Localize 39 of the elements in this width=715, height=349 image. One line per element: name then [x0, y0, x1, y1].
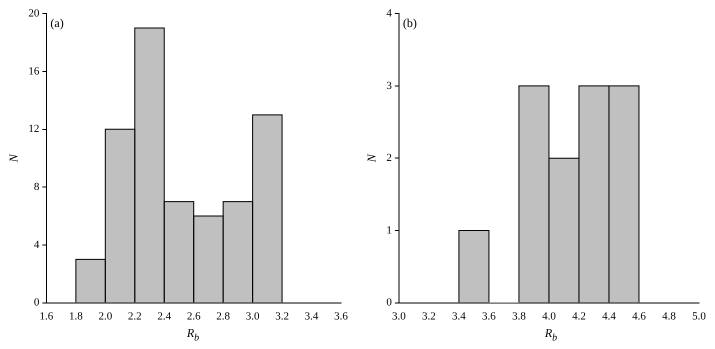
- y-tick-label: 12: [28, 123, 40, 136]
- x-tick-label: 2.4: [157, 310, 172, 322]
- x-tick-label: 4.8: [662, 310, 676, 322]
- annotation: (a): [50, 16, 64, 30]
- x-tick-label: 3.0: [392, 310, 406, 322]
- y-axis-title: N: [364, 153, 378, 164]
- x-tick-label: 4.4: [602, 310, 616, 322]
- x-tick-label: 4.0: [542, 310, 556, 322]
- y-tick-label: 2: [386, 152, 392, 164]
- x-tick-label: 4.6: [632, 310, 646, 322]
- x-tick-label: 2.2: [128, 310, 142, 322]
- x-tick-label: 3.6: [482, 310, 496, 322]
- x-tick-label: 3.6: [334, 310, 348, 322]
- y-tick-label: 0: [386, 296, 392, 309]
- x-tick-label: 4.2: [572, 310, 586, 322]
- x-tick-label: 3.8: [512, 310, 526, 322]
- y-tick-label: 16: [28, 65, 40, 78]
- y-tick-label: 3: [386, 80, 392, 92]
- x-tick-label: 2.0: [98, 310, 113, 322]
- x-tick-label: 1.6: [40, 310, 54, 322]
- y-tick-label: 1: [386, 224, 392, 236]
- x-tick-label: 3.0: [246, 310, 260, 322]
- y-tick-label: 20: [28, 7, 40, 20]
- y-tick-label: 0: [34, 296, 40, 309]
- x-tick-label: 2.6: [186, 310, 202, 322]
- y-tick-label: 8: [34, 181, 40, 194]
- annotation: (b): [402, 16, 417, 30]
- y-tick-label: 4: [386, 7, 392, 20]
- x-tick-label: 1.8: [68, 310, 84, 322]
- x-axis-title: R$_{b}$: [186, 326, 200, 346]
- y-tick-label: 4: [34, 238, 40, 251]
- y-axis-title: N: [6, 153, 20, 164]
- x-tick-label: 5.0: [692, 310, 706, 322]
- x-tick-label: 2.8: [216, 310, 231, 322]
- x-tick-label: 3.4: [304, 310, 319, 322]
- x-tick-label: 3.4: [452, 310, 466, 322]
- x-axis-title: R$_{b}$: [544, 326, 558, 346]
- x-tick-label: 3.2: [422, 310, 436, 322]
- x-tick-label: 3.2: [275, 310, 289, 322]
